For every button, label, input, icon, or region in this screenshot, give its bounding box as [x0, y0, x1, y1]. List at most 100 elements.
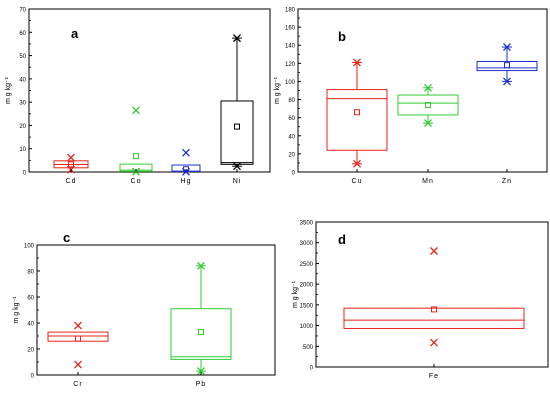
outlier-marker-b: [353, 58, 361, 67]
y-tick-label: 60: [288, 116, 295, 122]
outlier-marker-b: [182, 148, 190, 157]
mean-marker: [133, 153, 139, 160]
box-iqr: [397, 94, 459, 116]
panel-letter: d: [338, 232, 346, 247]
y-tick-label: 140: [285, 44, 296, 50]
panel-c: 0 20 40 60 80 100 m g kg⁻¹ c Cr Pb: [13, 230, 276, 388]
panel-d: 0 500 1000 1500 2000 2500 3000 3500 m g kg⁻¹ d Fe: [292, 221, 549, 380]
x-tick-label: Cd: [66, 178, 77, 185]
mean-marker: [234, 123, 240, 130]
x-tick-label: Ni: [233, 178, 242, 185]
y-axis-label: m g kg⁻¹: [274, 76, 281, 104]
outlier-marker-b: [430, 247, 438, 255]
y-tick-label: 0: [292, 171, 296, 177]
y-tick-label: 40: [27, 322, 34, 328]
y-tick-label: 20: [19, 124, 26, 130]
box-Ni: [220, 34, 254, 171]
outlier-marker-b: [67, 153, 75, 162]
x-tick-label: Fe: [429, 373, 439, 380]
plot-frame: [297, 8, 548, 173]
y-tick-label: 80: [288, 98, 295, 104]
y-tick-label: 50: [19, 54, 26, 60]
box-iqr: [220, 100, 254, 165]
outlier-marker-b: [197, 261, 205, 270]
outlier-marker-b: [74, 360, 82, 369]
mean-marker: [425, 101, 431, 108]
outlier-marker-b: [132, 106, 140, 115]
mean-marker: [198, 329, 204, 336]
y-tick-label: 1500: [300, 303, 314, 309]
y-tick-label: 80: [27, 270, 34, 276]
y-tick-label: 60: [19, 31, 26, 37]
y-tick-label: 0: [310, 366, 314, 372]
outlier-marker-b: [233, 162, 241, 171]
y-tick-label: 180: [285, 8, 296, 14]
y-tick-label: 0: [31, 374, 35, 380]
x-tick-label: Hg: [181, 178, 192, 185]
plot-frame: [28, 8, 271, 173]
y-axis-label: m g kg⁻¹: [292, 280, 299, 308]
mean-marker: [68, 161, 74, 168]
outlier-marker-b: [430, 338, 438, 347]
y-tick-label: 100: [24, 244, 35, 250]
outlier-marker-b: [197, 367, 205, 376]
x-tick-label: Mn: [422, 178, 434, 185]
outlier-marker-b: [503, 43, 511, 51]
x-tick-label: Cu: [352, 178, 363, 185]
box-Cr: [47, 321, 109, 369]
box-Mn: [397, 83, 459, 128]
panel-a: 0 10 20 30 40 50 60 70 m g kg⁻¹ a Cd Co Hg Ni: [5, 8, 271, 185]
outlier-marker-b: [353, 159, 361, 168]
y-tick-label: 30: [19, 101, 26, 107]
outlier-marker-b: [424, 83, 432, 92]
box-Fe: [343, 247, 525, 347]
box-iqr: [343, 307, 525, 329]
box-Cu: [326, 58, 388, 168]
y-tick-label: 120: [285, 62, 296, 68]
outlier-marker-b: [424, 119, 432, 128]
x-tick-label: Co: [131, 178, 142, 185]
outlier-marker-b: [503, 77, 511, 86]
outlier-marker-b: [233, 34, 241, 43]
y-tick-label: 2500: [300, 262, 314, 268]
panel-letter: a: [71, 26, 79, 41]
y-tick-label: 10: [19, 147, 26, 153]
y-tick-label: 2000: [300, 283, 314, 289]
outlier-marker-b: [74, 321, 82, 330]
x-tick-label: Zn: [502, 178, 512, 185]
y-tick-label: 100: [285, 80, 296, 86]
box-iqr: [170, 308, 232, 360]
box-Co: [119, 106, 153, 176]
box-Zn: [476, 43, 538, 86]
y-tick-label: 0: [23, 171, 27, 177]
y-tick-label: 20: [27, 348, 34, 354]
mean-marker: [431, 306, 437, 313]
box-iqr: [326, 89, 388, 151]
panel-letter: c: [63, 230, 70, 245]
plot-frame: [36, 244, 276, 376]
y-tick-label: 3500: [300, 221, 314, 227]
mean-marker: [504, 62, 510, 69]
y-tick-label: 500: [303, 345, 314, 351]
panel-letter: b: [338, 29, 346, 44]
y-tick-label: 40: [19, 77, 26, 83]
box-Pb: [170, 261, 232, 376]
x-tick-label: Cr: [73, 381, 82, 388]
y-tick-label: 160: [285, 26, 296, 32]
y-tick-label: 20: [288, 152, 295, 158]
y-tick-label: 40: [288, 134, 295, 140]
box-iqr: [47, 331, 109, 342]
mean-marker: [75, 335, 81, 342]
x-tick-label: Pb: [196, 381, 207, 388]
y-axis-label: m g kg⁻¹: [5, 76, 12, 104]
y-tick-label: 70: [19, 8, 26, 14]
y-tick-label: 3000: [300, 241, 314, 247]
y-tick-label: 1000: [300, 324, 314, 330]
y-axis-label: m g kg⁻¹: [13, 296, 20, 324]
box-iqr: [476, 61, 538, 72]
mean-marker: [354, 109, 360, 116]
y-tick-label: 60: [27, 296, 34, 302]
panel-b: 0 20 40 60 80 100 120 140 160 180 m g kg⁻¹ b Cu Mn Zn: [274, 8, 548, 185]
